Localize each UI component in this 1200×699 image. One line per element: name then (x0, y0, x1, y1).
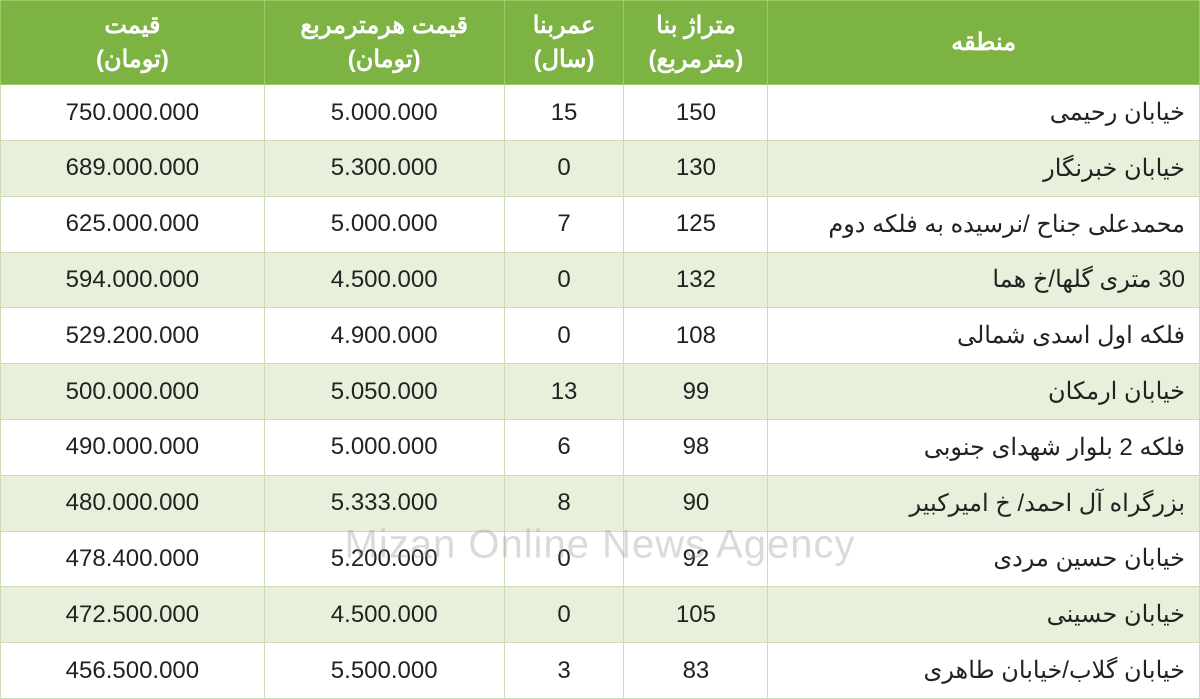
cell-region: خیابان ارمکان (768, 364, 1200, 420)
cell-ppsm: 4.500.000 (264, 252, 504, 308)
cell-age: 7 (504, 196, 624, 252)
cell-price: 529.200.000 (1, 308, 265, 364)
cell-age: 6 (504, 419, 624, 475)
cell-age: 0 (504, 587, 624, 643)
table-row: فلکه 2 بلوار شهدای جنوبی9865.000.000490.… (1, 419, 1200, 475)
header-age: عمربنا (سال) (504, 1, 624, 85)
header-age-line1: عمربنا (533, 12, 596, 39)
table-body: خیابان رحیمی150155.000.000750.000.000خیا… (1, 85, 1200, 699)
cell-price: 472.500.000 (1, 587, 265, 643)
cell-age: 15 (504, 85, 624, 141)
cell-age: 0 (504, 140, 624, 196)
cell-ppsm: 5.500.000 (264, 643, 504, 699)
cell-ppsm: 5.000.000 (264, 85, 504, 141)
cell-region: بزرگراه آل احمد/ خ امیرکبیر (768, 475, 1200, 531)
cell-ppsm: 5.000.000 (264, 196, 504, 252)
header-region: منطقه (768, 1, 1200, 85)
cell-price: 490.000.000 (1, 419, 265, 475)
header-row: منطقه متراژ بنا (مترمربع) عمربنا (سال) ق… (1, 1, 1200, 85)
cell-region: محمدعلی جناح /نرسیده به فلکه دوم (768, 196, 1200, 252)
cell-age: 0 (504, 531, 624, 587)
table-row: خیابان حسینی10504.500.000472.500.000 (1, 587, 1200, 643)
cell-price: 480.000.000 (1, 475, 265, 531)
cell-price: 625.000.000 (1, 196, 265, 252)
cell-age: 0 (504, 308, 624, 364)
cell-ppsm: 5.000.000 (264, 419, 504, 475)
cell-area: 92 (624, 531, 768, 587)
cell-area: 83 (624, 643, 768, 699)
cell-area: 105 (624, 587, 768, 643)
cell-region: خیابان رحیمی (768, 85, 1200, 141)
cell-ppsm: 5.300.000 (264, 140, 504, 196)
cell-ppsm: 5.200.000 (264, 531, 504, 587)
cell-area: 130 (624, 140, 768, 196)
cell-region: فلکه 2 بلوار شهدای جنوبی (768, 419, 1200, 475)
table-row: بزرگراه آل احمد/ خ امیرکبیر9085.333.0004… (1, 475, 1200, 531)
real-estate-table: منطقه متراژ بنا (مترمربع) عمربنا (سال) ق… (0, 0, 1200, 699)
table-row: خیابان خبرنگار13005.300.000689.000.000 (1, 140, 1200, 196)
cell-region: خیابان گلاب/خیابان طاهری (768, 643, 1200, 699)
header-price-line2: (تومان) (96, 46, 169, 73)
cell-region: 30 متری گلها/خ هما (768, 252, 1200, 308)
cell-age: 8 (504, 475, 624, 531)
cell-price: 750.000.000 (1, 85, 265, 141)
cell-area: 99 (624, 364, 768, 420)
cell-ppsm: 5.333.000 (264, 475, 504, 531)
cell-age: 0 (504, 252, 624, 308)
cell-price: 500.000.000 (1, 364, 265, 420)
real-estate-table-container: منطقه متراژ بنا (مترمربع) عمربنا (سال) ق… (0, 0, 1200, 699)
table-row: خیابان حسین مردی9205.200.000478.400.000 (1, 531, 1200, 587)
cell-area: 132 (624, 252, 768, 308)
table-row: 30 متری گلها/خ هما13204.500.000594.000.0… (1, 252, 1200, 308)
cell-area: 150 (624, 85, 768, 141)
cell-age: 13 (504, 364, 624, 420)
cell-region: فلکه اول اسدی شمالی (768, 308, 1200, 364)
cell-price: 689.000.000 (1, 140, 265, 196)
table-row: خیابان ارمکان99135.050.000500.000.000 (1, 364, 1200, 420)
header-price: قیمت (تومان) (1, 1, 265, 85)
cell-price: 594.000.000 (1, 252, 265, 308)
table-row: محمدعلی جناح /نرسیده به فلکه دوم12575.00… (1, 196, 1200, 252)
cell-ppsm: 5.050.000 (264, 364, 504, 420)
header-age-line2: (سال) (534, 46, 595, 73)
header-ppsm-line2: (تومان) (348, 46, 421, 73)
cell-ppsm: 4.500.000 (264, 587, 504, 643)
cell-area: 90 (624, 475, 768, 531)
header-region-line1: منطقه (951, 29, 1016, 56)
cell-region: خیابان خبرنگار (768, 140, 1200, 196)
cell-area: 108 (624, 308, 768, 364)
table-row: خیابان رحیمی150155.000.000750.000.000 (1, 85, 1200, 141)
header-area: متراژ بنا (مترمربع) (624, 1, 768, 85)
cell-region: خیابان حسینی (768, 587, 1200, 643)
table-row: خیابان گلاب/خیابان طاهری8335.500.000456.… (1, 643, 1200, 699)
header-area-line1: متراژ بنا (656, 12, 736, 39)
cell-price: 478.400.000 (1, 531, 265, 587)
header-ppsm: قیمت هرمترمربع (تومان) (264, 1, 504, 85)
header-ppsm-line1: قیمت هرمترمربع (300, 12, 468, 39)
cell-age: 3 (504, 643, 624, 699)
cell-area: 125 (624, 196, 768, 252)
cell-price: 456.500.000 (1, 643, 265, 699)
header-price-line1: قیمت (104, 12, 160, 39)
header-area-line2: (مترمربع) (648, 46, 743, 73)
table-header: منطقه متراژ بنا (مترمربع) عمربنا (سال) ق… (1, 1, 1200, 85)
cell-ppsm: 4.900.000 (264, 308, 504, 364)
table-row: فلکه اول اسدی شمالی10804.900.000529.200.… (1, 308, 1200, 364)
cell-area: 98 (624, 419, 768, 475)
cell-region: خیابان حسین مردی (768, 531, 1200, 587)
